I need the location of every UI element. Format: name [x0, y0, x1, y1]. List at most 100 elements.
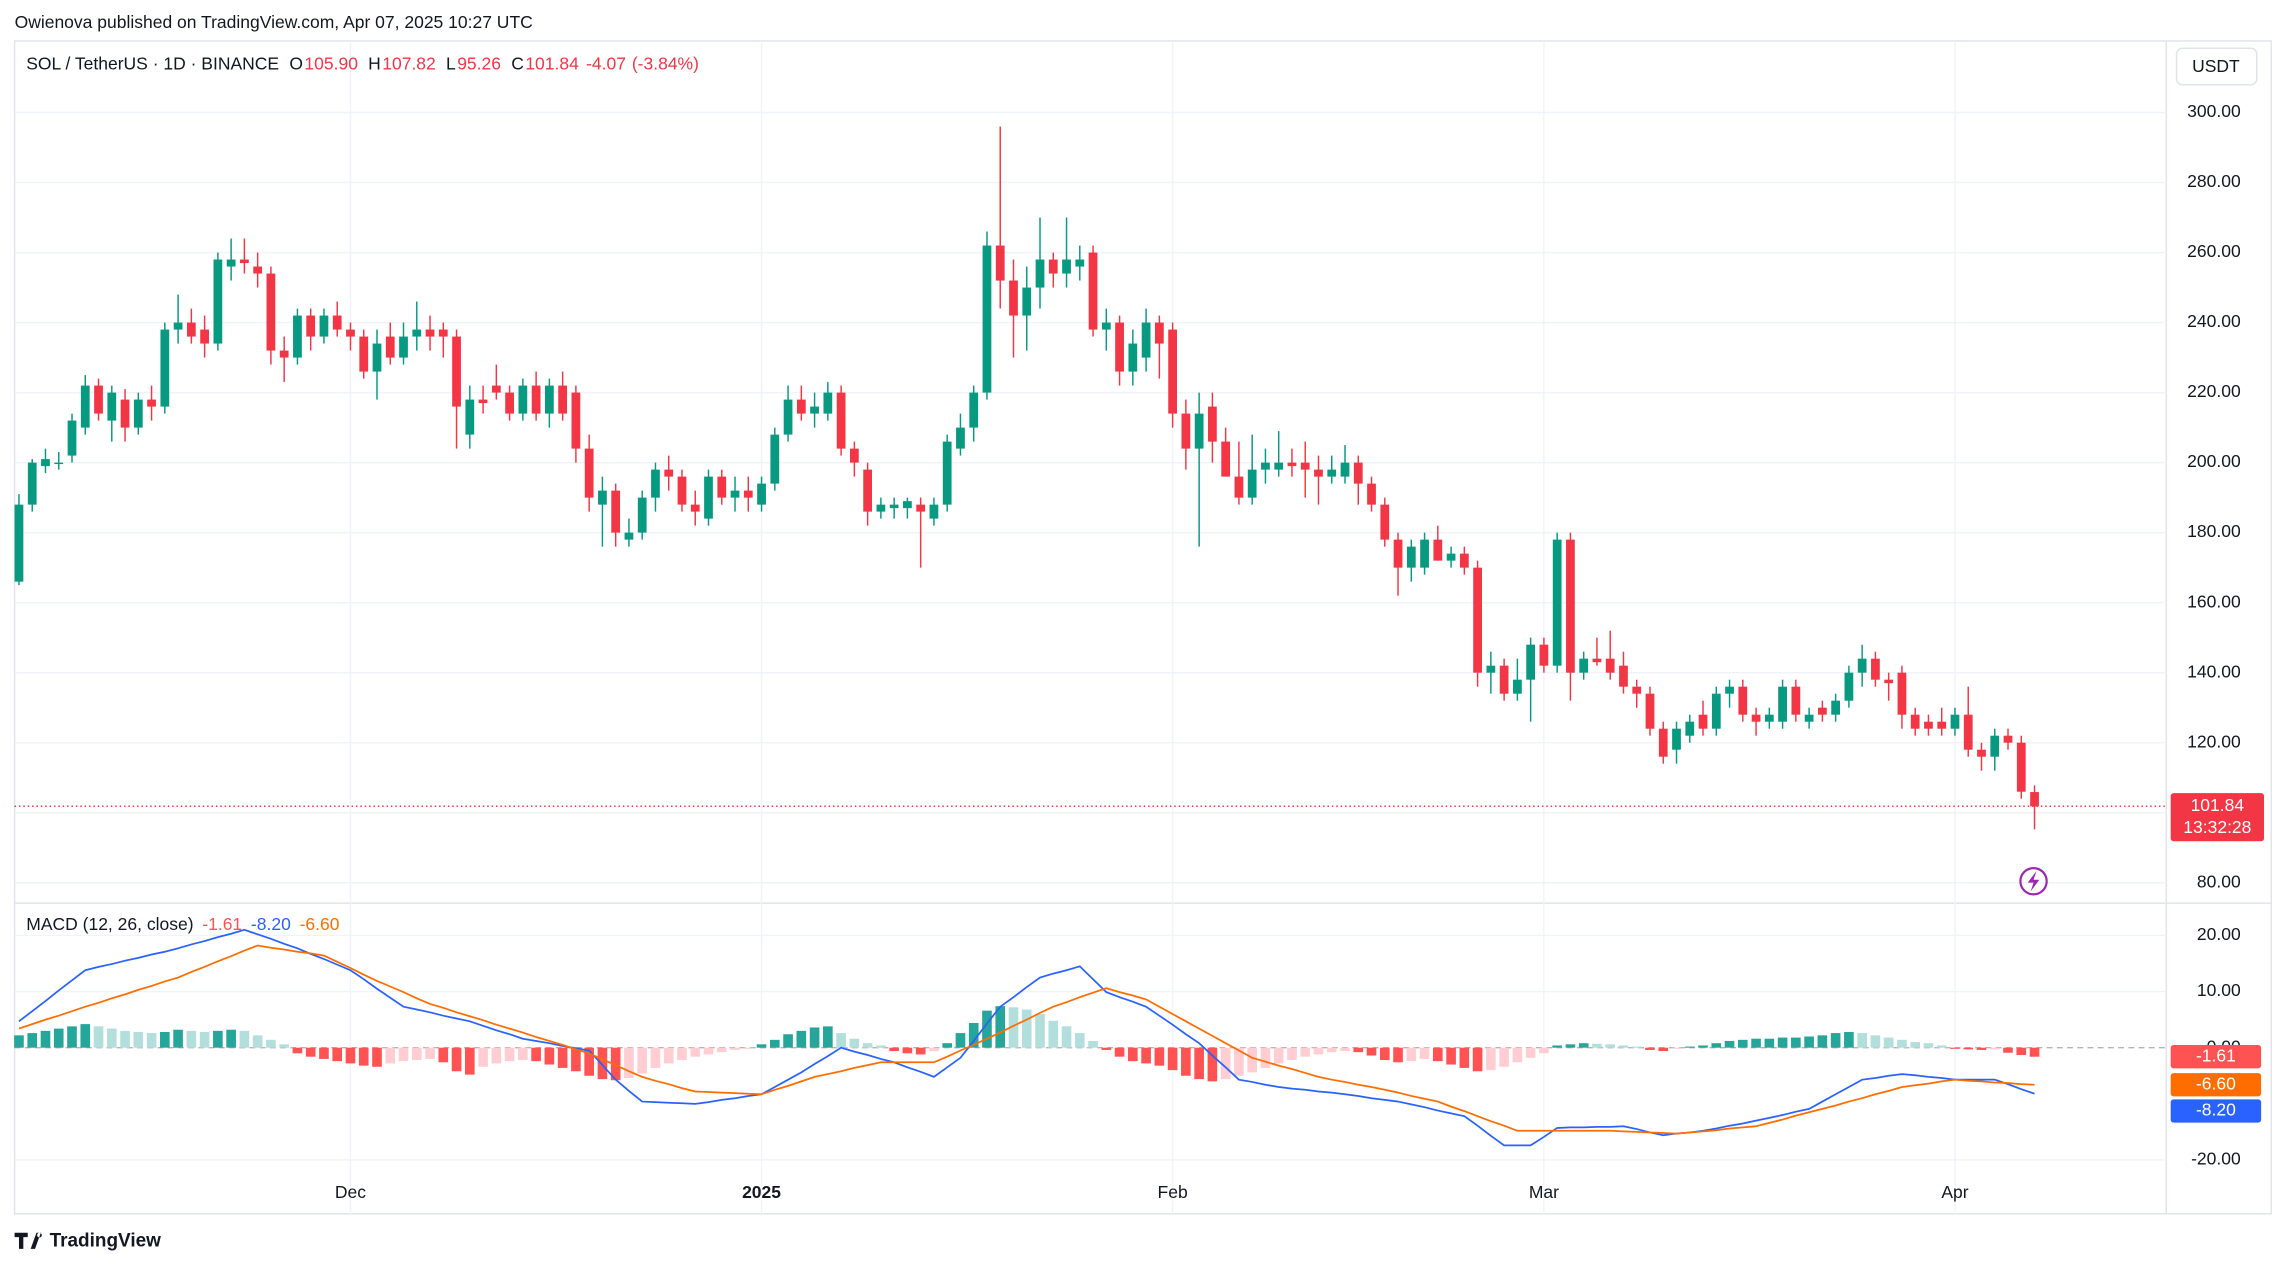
candle-body: [1924, 721, 1933, 729]
histogram-bar: [491, 1047, 502, 1064]
histogram-bar: [1565, 1044, 1576, 1048]
candle-body: [1433, 539, 1443, 561]
candle-body: [1963, 714, 1973, 750]
candle-body: [1738, 686, 1748, 715]
candle-body: [1287, 462, 1297, 467]
histogram-bar: [1684, 1046, 1695, 1048]
legend-item: C: [511, 53, 524, 73]
alert-bolt[interactable]: [2027, 871, 2040, 892]
histogram-bar: [1605, 1044, 1616, 1048]
candle-body: [1751, 714, 1761, 722]
histogram-bar: [1154, 1047, 1165, 1066]
histogram-bar: [478, 1047, 488, 1067]
candle-body: [810, 406, 819, 414]
candle-body: [1857, 658, 1867, 673]
candle-body: [849, 448, 859, 463]
histogram-bar: [663, 1047, 674, 1064]
candle-body: [2003, 735, 2013, 743]
legend-item: 107.82: [382, 53, 436, 73]
candle-body: [1101, 322, 1111, 330]
histogram-bar: [690, 1047, 701, 1057]
candle-body: [399, 336, 408, 358]
candle-body: [1658, 728, 1668, 757]
histogram-bar: [796, 1030, 807, 1048]
histogram-bar: [67, 1026, 77, 1048]
histogram-bar: [1433, 1047, 1443, 1062]
histogram-bar: [1777, 1037, 1788, 1048]
legend-title: MACD (12, 26, close): [26, 914, 193, 934]
histogram-bar: [398, 1047, 409, 1062]
alert-icon[interactable]: [2019, 866, 2048, 896]
histogram-bar: [1008, 1007, 1019, 1048]
candle-body: [1897, 672, 1907, 715]
candle-body: [1526, 644, 1536, 680]
histogram-bar: [1844, 1031, 1854, 1048]
candle-body: [1247, 469, 1257, 498]
candle-body: [717, 476, 727, 498]
y-tick-label: 300.00: [2187, 101, 2241, 121]
histogram-bar: [1592, 1043, 1602, 1048]
histogram-bar: [1194, 1047, 1204, 1080]
candle-body: [1817, 707, 1827, 715]
histogram-bar: [1486, 1047, 1496, 1071]
candle-body: [1764, 714, 1774, 722]
candle-body: [1592, 658, 1602, 663]
histogram-bar: [929, 1047, 939, 1052]
candle-body: [956, 427, 965, 449]
histogram-bar: [120, 1030, 130, 1048]
candle-body: [1831, 700, 1841, 715]
candle-body: [385, 336, 395, 358]
histogram-bar: [1287, 1047, 1297, 1061]
candle-body: [916, 504, 926, 512]
candle-body: [1062, 259, 1071, 274]
candle-body: [1990, 735, 2000, 757]
histogram-bar: [14, 1035, 24, 1048]
y-tick-label: 180.00: [2187, 521, 2241, 541]
y-tick-label: 260.00: [2187, 241, 2241, 261]
x-tick-label: Feb: [1158, 1182, 1188, 1202]
alert-circle[interactable]: [2019, 866, 2048, 896]
histogram-bar: [1923, 1043, 1934, 1048]
candle-body: [306, 315, 316, 337]
value-tag: [2170, 1045, 2262, 1069]
candle-body: [1804, 714, 1814, 722]
histogram-bar: [531, 1047, 541, 1062]
histogram-bar: [1897, 1039, 1907, 1048]
histogram-bar: [915, 1047, 926, 1055]
candle-body: [213, 259, 223, 344]
candle-body: [969, 392, 979, 428]
histogram-bar: [637, 1047, 648, 1074]
candle-body: [425, 329, 435, 337]
histogram-bar: [1366, 1047, 1377, 1056]
currency-button[interactable]: [2175, 47, 2258, 86]
candle-body: [293, 315, 302, 358]
legend-item: O: [289, 53, 303, 73]
histogram-bar: [1114, 1047, 1125, 1057]
candle-body: [1619, 665, 1628, 687]
candle-body: [783, 399, 793, 435]
candle-body: [279, 350, 289, 358]
histogram-bar: [2003, 1047, 2013, 1053]
histogram-bar: [332, 1047, 343, 1062]
currency-label[interactable]: USDT: [2192, 56, 2240, 76]
candle-body: [571, 392, 581, 449]
legend-value: -6.60: [300, 914, 340, 934]
histogram-bar: [146, 1033, 157, 1048]
y2-tick-label: 20.00: [2197, 924, 2241, 944]
candle-body: [253, 266, 263, 274]
candle-body: [757, 483, 766, 505]
legend-item: H: [368, 53, 381, 73]
candle-body: [1340, 462, 1350, 477]
histogram-bar: [2016, 1047, 2027, 1055]
legend-value: -8.20: [251, 914, 291, 934]
histogram-bar: [1472, 1047, 1483, 1072]
last-price-label: 101.84: [2191, 795, 2245, 815]
histogram-bar: [425, 1047, 435, 1059]
macd-legend: MACD (12, 26, close) -1.61 -8.20 -6.60: [26, 914, 339, 934]
y-tick-label: 240.00: [2187, 311, 2241, 331]
candle-body: [54, 462, 64, 465]
histogram-bar: [1525, 1047, 1536, 1058]
histogram-bar: [133, 1031, 144, 1048]
histogram-bar: [1088, 1040, 1098, 1048]
